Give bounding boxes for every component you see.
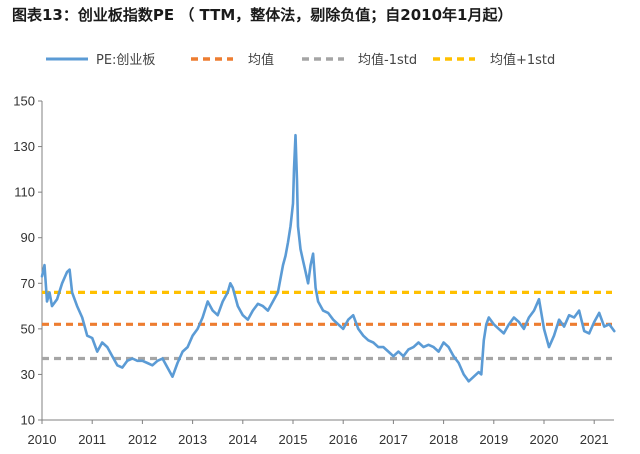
y-tick-label: 30: [21, 367, 35, 382]
x-tick-label: 2014: [228, 432, 257, 447]
x-tick-label: 2015: [279, 432, 308, 447]
y-tick-label: 70: [21, 276, 35, 291]
y-tick-label: 150: [13, 94, 35, 109]
legend-label: 均值-1std: [358, 52, 417, 68]
x-tick-label: 2019: [479, 432, 508, 447]
legend-label: PE:创业板: [96, 53, 155, 68]
x-tick-label: 2017: [379, 432, 408, 447]
y-tick-label: 90: [21, 230, 35, 245]
x-tick-label: 2016: [329, 432, 358, 447]
x-tick-label: 2012: [128, 432, 157, 447]
chart-title: 图表13：创业板指数PE （ TTM，整体法，剔除负值；自2010年1月起）: [12, 6, 513, 24]
x-tick-label: 2013: [178, 432, 207, 447]
y-tick-label: 50: [21, 321, 35, 336]
x-tick-label: 2018: [429, 432, 458, 447]
y-tick-label: 130: [13, 139, 35, 154]
series-line-pe: [40, 133, 616, 383]
chart-legend: PE:创业板 均值 均值-1std 均值+1std: [46, 52, 555, 68]
chart-series-layer: [40, 133, 616, 383]
x-tick-label: 2011: [78, 432, 106, 447]
x-tick-label: 2020: [530, 432, 559, 447]
x-tick-label: 2010: [28, 432, 57, 447]
legend-label: 均值+1std: [490, 52, 555, 68]
chart-axes: 10 30 50 70 90 110 130 150 2010 2011 2012 2013 2014 2…: [13, 94, 614, 447]
legend-label: 均值: [248, 52, 274, 68]
y-tick-label: 10: [21, 413, 35, 428]
y-tick-label: 110: [14, 185, 35, 200]
x-tick-label: 2021: [580, 432, 609, 447]
